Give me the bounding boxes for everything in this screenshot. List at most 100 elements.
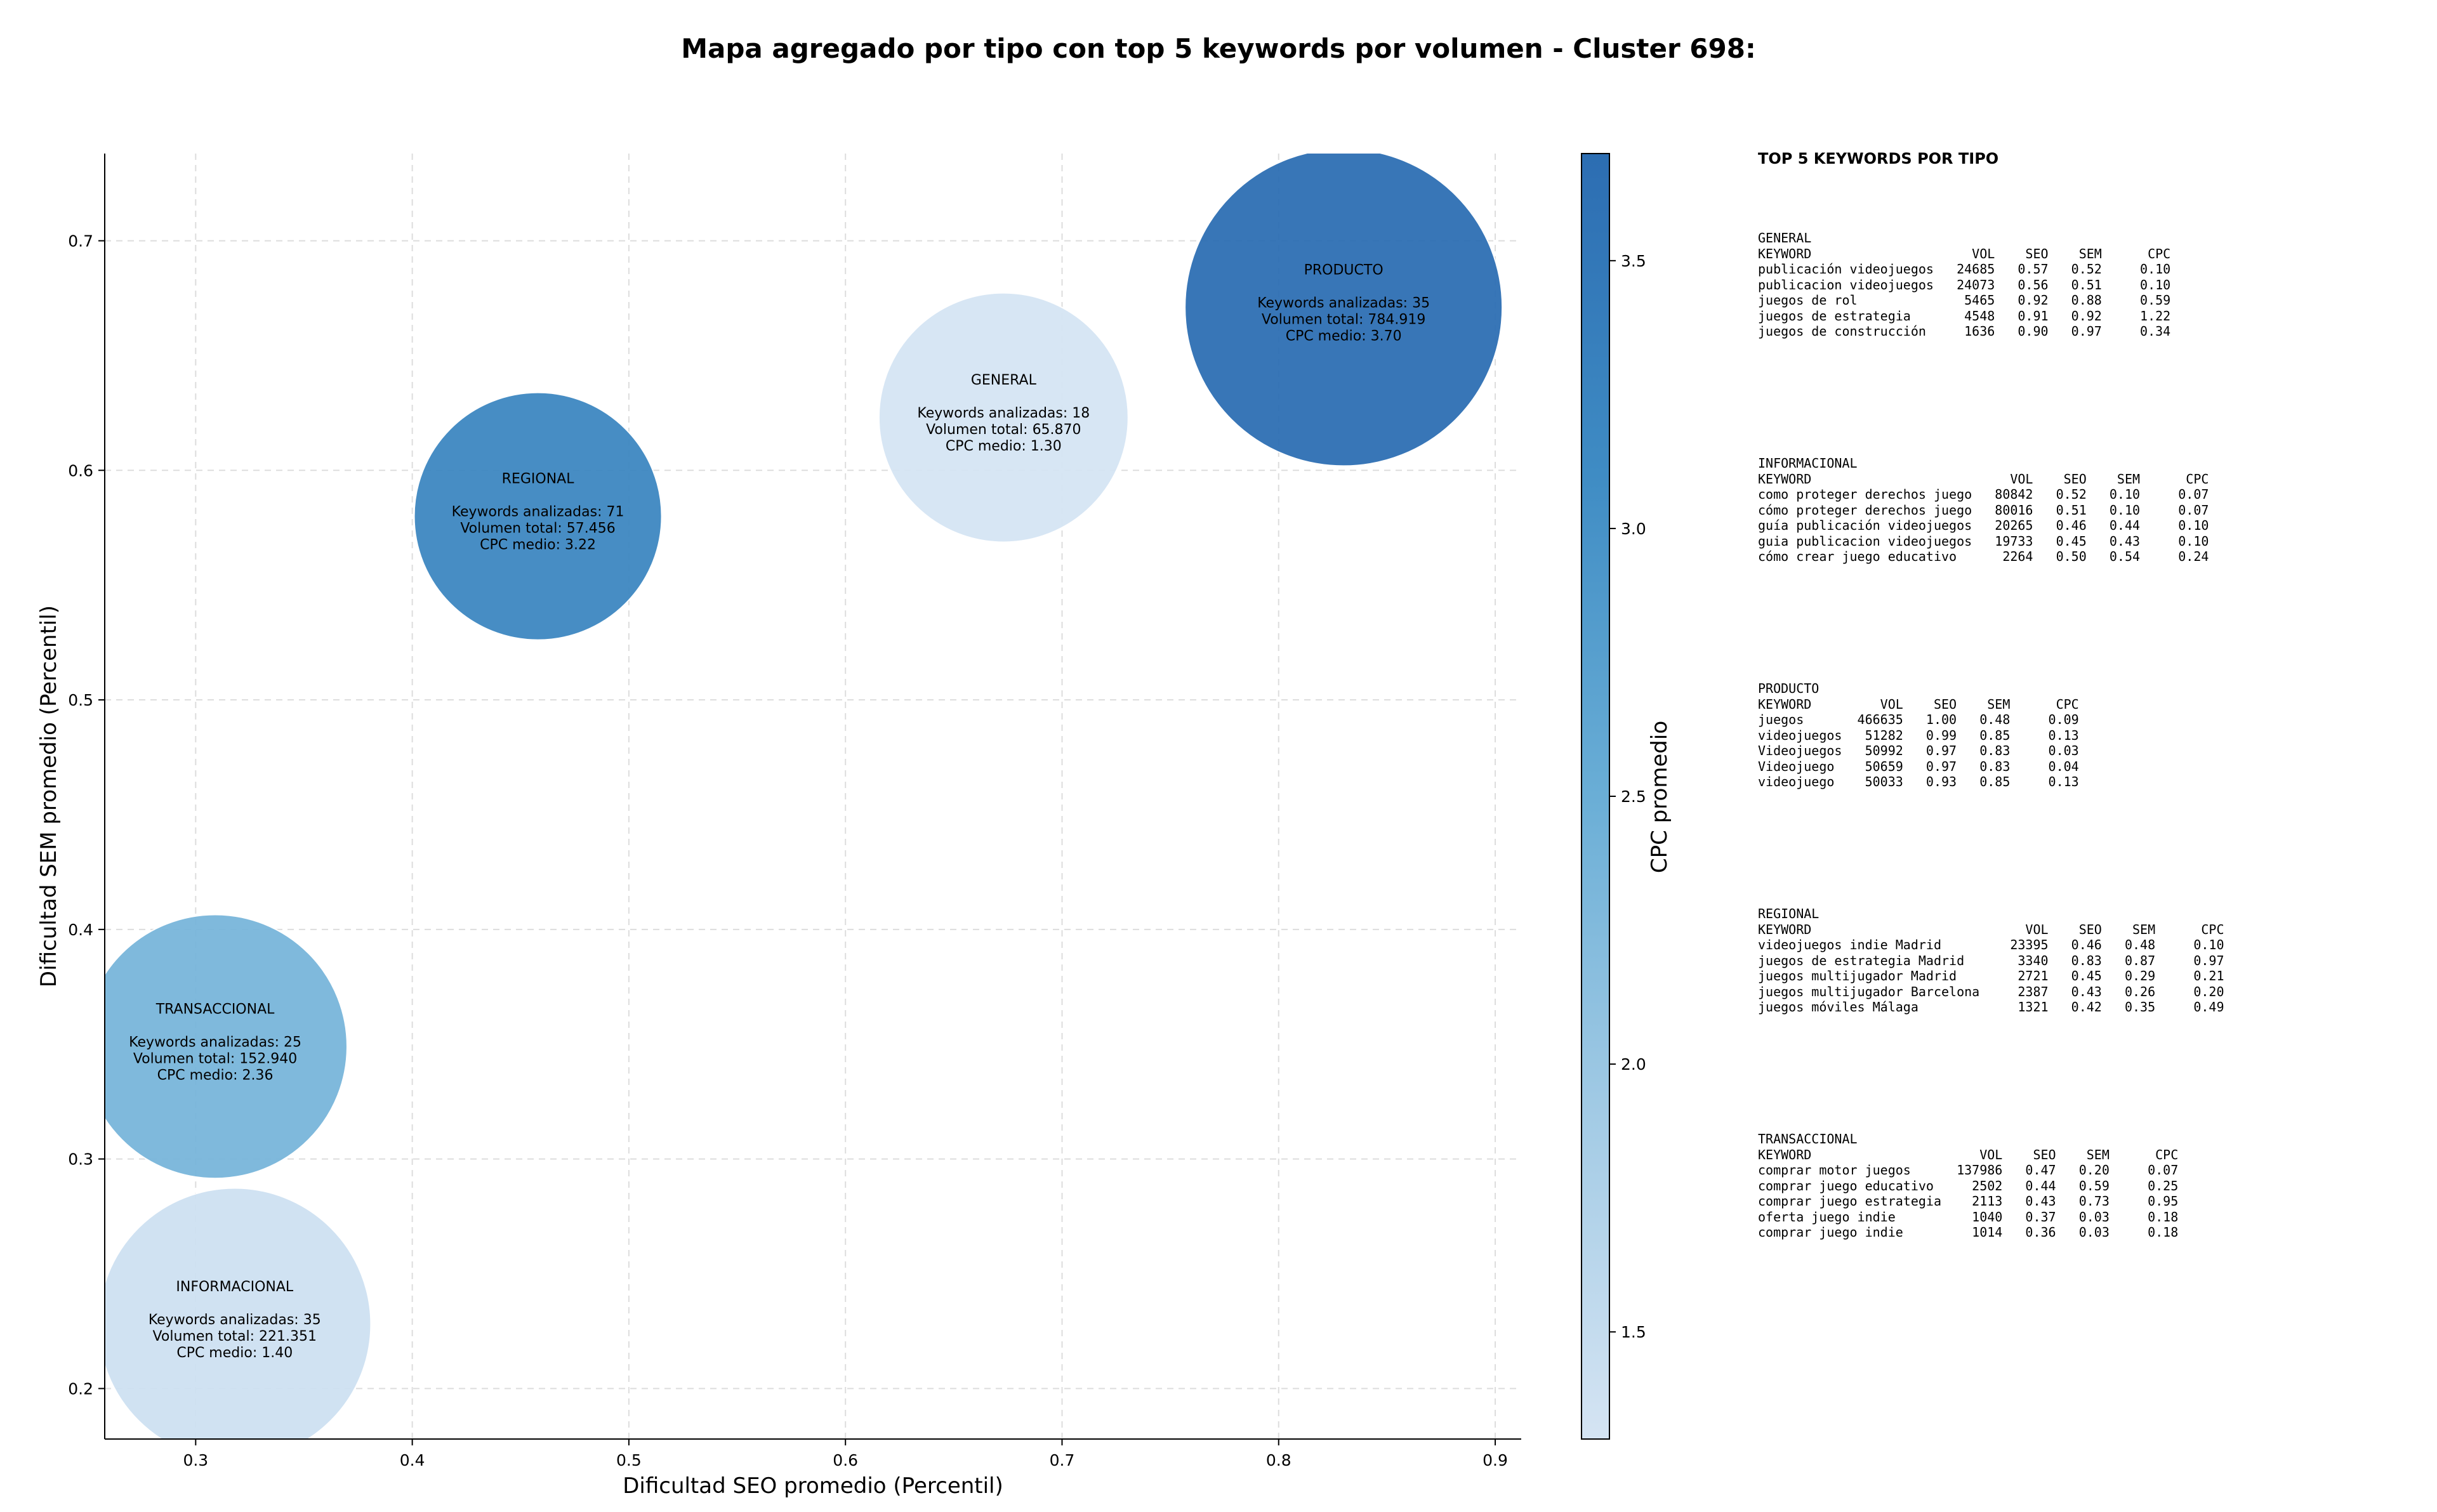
y-axis-label: Dificultad SEM promedio (Percentil) — [36, 605, 62, 987]
keyword-row: juegos de construcción 1636 0.90 0.97 0.… — [1758, 324, 2171, 339]
keyword-row: guia publicacion videojuegos 19733 0.45 … — [1758, 533, 2209, 549]
keyword-row: juegos 466635 1.00 0.48 0.09 — [1758, 712, 2079, 727]
keyword-row: publicacion videojuegos 24073 0.56 0.51 … — [1758, 277, 2171, 293]
bubble-transaccional: TRANSACCIONAL Keywords analizadas: 25Volu… — [105, 914, 348, 1180]
keyword-group-producto: PRODUCTO KEYWORD VOL SEO SEM CPC juegos 46… — [1758, 681, 2079, 790]
x-tick-label: 0.7 — [1050, 1451, 1075, 1469]
bubble-detail-label: CPC medio: 3.70 — [1286, 328, 1402, 344]
keyword-group-informacional: INFORMACIONAL KEYWORD VOL SEO SEM CPC como… — [1758, 456, 2209, 565]
bubble-detail-label: Keywords analizadas: 35 — [149, 1312, 321, 1328]
keyword-row: guía publicación videojuegos 20265 0.46 … — [1758, 518, 2209, 533]
keyword-group-title: PRODUCTO — [1758, 681, 1819, 696]
keyword-row: juegos móviles Málaga 1321 0.42 0.35 0.4… — [1758, 999, 2224, 1015]
bubble-detail-label: Volumen total: 152.940 — [133, 1051, 297, 1067]
keyword-row: Videojuegos 50992 0.97 0.83 0.03 — [1758, 743, 2079, 758]
x-tick-label: 0.8 — [1266, 1451, 1291, 1469]
y-tick-label: 0.6 — [68, 461, 93, 480]
colorbar-tick-label: 1.5 — [1621, 1323, 1646, 1341]
keyword-row: publicación videojuegos 24685 0.57 0.52 … — [1758, 261, 2171, 277]
keyword-row: Videojuego 50659 0.97 0.83 0.04 — [1758, 758, 2079, 774]
bubble-name-label: REGIONAL — [502, 471, 575, 487]
keyword-group-title: TRANSACCIONAL — [1758, 1131, 1858, 1147]
top-keywords-panel: TOP 5 KEYWORDS POR TIPO GENERAL KEYWORD V… — [1758, 150, 2418, 1240]
x-tick-label: 0.4 — [400, 1451, 425, 1469]
keyword-row: juegos multijugador Barcelona 2387 0.43 … — [1758, 983, 2224, 999]
keyword-table-header: KEYWORD VOL SEO SEM CPC — [1758, 1147, 2179, 1162]
keyword-row: videojuegos indie Madrid 23395 0.46 0.48… — [1758, 937, 2224, 952]
bubble-detail-label: CPC medio: 1.30 — [946, 438, 1062, 454]
bubble-detail-label: Volumen total: 57.456 — [460, 521, 615, 537]
keyword-row: como proteger derechos juego 80842 0.52 … — [1758, 487, 2209, 502]
bubble-detail-label: Keywords analizadas: 71 — [452, 504, 624, 520]
bubble-circle — [878, 292, 1129, 543]
bubble-detail-label: Keywords analizadas: 25 — [129, 1034, 301, 1050]
keyword-row: comprar motor juegos 137986 0.47 0.20 0.… — [1758, 1162, 2179, 1178]
keyword-row: juegos multijugador Madrid 2721 0.45 0.2… — [1758, 968, 2224, 983]
bubble-detail-label: Volumen total: 784.919 — [1262, 312, 1425, 327]
colorbar-gradient — [1581, 153, 1610, 1440]
keyword-row: comprar juego indie 1014 0.36 0.03 0.18 — [1758, 1225, 2179, 1240]
bubble-detail-label: Keywords analizadas: 35 — [1257, 295, 1430, 311]
colorbar-label: CPC promedio — [1647, 721, 1672, 873]
bubble-informacional: INFORMACIONAL Keywords analizadas: 35Volu… — [105, 1187, 372, 1439]
keyword-row: juegos de rol 5465 0.92 0.88 0.59 — [1758, 293, 2171, 308]
bubble-circle — [1184, 154, 1503, 467]
keyword-row: comprar juego educativo 2502 0.44 0.59 0… — [1758, 1178, 2179, 1193]
x-tick-label: 0.9 — [1483, 1451, 1508, 1469]
x-tick-label: 0.5 — [616, 1451, 642, 1469]
keyword-row: comprar juego estrategia 2113 0.43 0.73 … — [1758, 1193, 2179, 1209]
keyword-table-header: KEYWORD VOL SEO SEM CPC — [1758, 471, 2209, 487]
keyword-table-header: KEYWORD VOL SEO SEM CPC — [1758, 696, 2079, 712]
colorbar-tick-label: 3.5 — [1621, 252, 1646, 270]
bubble-detail-label: Keywords analizadas: 18 — [917, 405, 1090, 421]
bubble-name-label: TRANSACCIONAL — [155, 1001, 275, 1017]
bubble-circle — [105, 914, 348, 1180]
y-tick-label: 0.7 — [68, 232, 93, 250]
y-tick-label: 0.3 — [68, 1150, 93, 1169]
bubble-name-label: INFORMACIONAL — [176, 1279, 294, 1295]
chart-title: Mapa agregado por tipo con top 5 keyword… — [681, 33, 1756, 64]
keyword-row: videojuego 50033 0.93 0.85 0.13 — [1758, 774, 2079, 789]
keyword-row: videojuegos 51282 0.99 0.85 0.13 — [1758, 727, 2079, 743]
x-axis-label: Dificultad SEO promedio (Percentil) — [623, 1473, 1003, 1499]
grid — [105, 154, 1521, 1439]
bubble-detail-label: Volumen total: 221.351 — [153, 1329, 317, 1344]
keyword-row: oferta juego indie 1040 0.37 0.03 0.18 — [1758, 1209, 2179, 1225]
keyword-group-regional: REGIONAL KEYWORD VOL SEO SEM CPC videojueg… — [1758, 906, 2224, 1015]
keyword-group-transaccional: TRANSACCIONAL KEYWORD VOL SEO SEM CPC comp… — [1758, 1131, 2178, 1240]
keyword-group-general: GENERAL KEYWORD VOL SEO SEM CPC publicació… — [1758, 230, 2170, 339]
bubble-name-label: PRODUCTO — [1304, 262, 1384, 278]
y-tick-label: 0.5 — [68, 691, 93, 709]
keyword-table-header: KEYWORD VOL SEO SEM CPC — [1758, 246, 2171, 261]
keyword-row: juegos de estrategia 4548 0.91 0.92 1.22 — [1758, 308, 2171, 324]
keyword-row: cómo proteger derechos juego 80016 0.51 … — [1758, 502, 2209, 518]
axes: 0.3 0.4 0.5 0.6 0.7 0.8 0.9 0.2 0.3 0.4 0.5 0.6 0.7 — [68, 154, 1521, 1469]
y-tick-label: 0.4 — [68, 921, 93, 939]
bubble-name-label: GENERAL — [971, 372, 1037, 388]
colorbar-tick-label: 3.0 — [1621, 520, 1646, 538]
keyword-group-title: REGIONAL — [1758, 906, 1819, 921]
bubble-detail-label: CPC medio: 3.22 — [480, 537, 596, 553]
keyword-row: juegos de estrategia Madrid 3340 0.83 0.… — [1758, 952, 2224, 968]
colorbar: 1.5 2.0 2.5 3.0 3.5 — [1581, 153, 1646, 1440]
x-tick-label: 0.6 — [833, 1451, 858, 1469]
colorbar-tick-label: 2.0 — [1621, 1055, 1646, 1074]
keyword-group-title: GENERAL — [1758, 230, 1812, 246]
bubble-detail-label: CPC medio: 2.36 — [157, 1067, 274, 1083]
bubble-detail-label: Volumen total: 65.870 — [926, 422, 1081, 438]
bubble-detail-label: CPC medio: 1.40 — [176, 1345, 293, 1361]
keyword-row: cómo crear juego educativo 2264 0.50 0.5… — [1758, 549, 2209, 564]
keyword-group-title: INFORMACIONAL — [1758, 456, 1858, 471]
bubble-circle — [105, 1187, 372, 1439]
bubble-circle — [413, 391, 663, 641]
colorbar-tick-label: 2.5 — [1621, 787, 1646, 806]
y-tick-label: 0.2 — [68, 1379, 93, 1398]
keyword-table-header: KEYWORD VOL SEO SEM CPC — [1758, 921, 2224, 937]
panel-title: TOP 5 KEYWORDS POR TIPO — [1758, 150, 1999, 168]
x-tick-label: 0.3 — [183, 1451, 208, 1469]
